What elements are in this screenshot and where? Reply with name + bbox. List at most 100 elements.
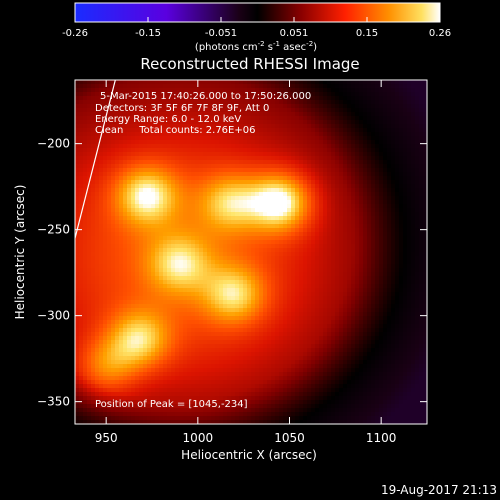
heatmap-cell <box>271 408 276 413</box>
heatmap-cell <box>223 268 228 273</box>
heatmap-cell <box>247 160 252 165</box>
heatmap-cell <box>247 248 252 253</box>
heatmap-cell <box>139 352 144 357</box>
heatmap-cell <box>175 336 180 341</box>
heatmap-cell <box>219 356 224 361</box>
heatmap-cell <box>227 112 232 117</box>
heatmap-cell <box>83 384 88 389</box>
heatmap-cell <box>203 268 208 273</box>
heatmap-cell <box>163 360 168 365</box>
heatmap-cell <box>147 192 152 197</box>
heatmap-cell <box>143 368 148 373</box>
heatmap-cell <box>87 300 92 305</box>
heatmap-cell <box>127 196 132 201</box>
heatmap-cell <box>283 344 288 349</box>
heatmap-cell <box>115 216 120 221</box>
heatmap-cell <box>287 304 292 309</box>
heatmap-cell <box>283 124 288 129</box>
heatmap-cell <box>299 124 304 129</box>
heatmap-cell <box>111 248 116 253</box>
heatmap-cell <box>247 412 252 417</box>
heatmap-cell <box>135 172 140 177</box>
heatmap-cell <box>111 196 116 201</box>
heatmap-cell <box>167 140 172 145</box>
heatmap-cell <box>267 248 272 253</box>
heatmap-cell <box>267 156 272 161</box>
heatmap-cell <box>151 296 156 301</box>
heatmap-cell <box>279 212 284 217</box>
heatmap-cell <box>123 168 128 173</box>
heatmap-cell <box>239 248 244 253</box>
heatmap-cell <box>303 228 308 233</box>
heatmap-cell <box>99 124 104 129</box>
heatmap-cell <box>255 284 260 289</box>
heatmap-cell <box>155 116 160 121</box>
heatmap-cell <box>215 188 220 193</box>
heatmap-cell <box>147 240 152 245</box>
heatmap-cell <box>95 192 100 197</box>
heatmap-cell <box>251 144 256 149</box>
heatmap-cell <box>191 340 196 345</box>
heatmap-cell <box>111 168 116 173</box>
heatmap-cell <box>103 292 108 297</box>
heatmap-cell <box>139 228 144 233</box>
heatmap-cell <box>111 416 116 421</box>
heatmap-cell <box>79 84 84 89</box>
heatmap-cell <box>203 288 208 293</box>
heatmap-cell <box>119 92 124 97</box>
heatmap-cell <box>191 80 196 85</box>
heatmap-cell <box>295 320 300 325</box>
heatmap-cell <box>219 196 224 201</box>
heatmap-cell <box>167 388 172 393</box>
heatmap-cell <box>255 292 260 297</box>
heatmap-cell <box>183 368 188 373</box>
heatmap-cell <box>263 136 268 141</box>
heatmap-cell <box>211 144 216 149</box>
heatmap-cell <box>103 196 108 201</box>
heatmap-cell <box>303 100 308 105</box>
heatmap-cell <box>79 268 84 273</box>
heatmap-cell <box>211 304 216 309</box>
heatmap-cell <box>239 88 244 93</box>
heatmap-cell <box>191 100 196 105</box>
heatmap-cell <box>179 328 184 333</box>
heatmap-cell <box>151 232 156 237</box>
heatmap-cell <box>155 308 160 313</box>
heatmap-cell <box>167 132 172 137</box>
heatmap-cell <box>83 140 88 145</box>
heatmap-cell <box>127 184 132 189</box>
heatmap-cell <box>103 180 108 185</box>
heatmap-cell <box>199 220 204 225</box>
heatmap-cell <box>267 164 272 169</box>
heatmap-cell <box>139 300 144 305</box>
heatmap-cell <box>243 104 248 109</box>
heatmap-cell <box>247 132 252 137</box>
heatmap-cell <box>143 420 148 424</box>
heatmap-cell <box>275 200 280 205</box>
heatmap-cell <box>139 304 144 309</box>
heatmap-cell <box>123 372 128 377</box>
heatmap-cell <box>79 164 84 169</box>
heatmap-cell <box>215 308 220 313</box>
heatmap-cell <box>187 228 192 233</box>
heatmap-cell <box>251 332 256 337</box>
heatmap-cell <box>131 156 136 161</box>
heatmap-cell <box>183 108 188 113</box>
heatmap-cell <box>215 316 220 321</box>
heatmap-cell <box>135 288 140 293</box>
heatmap-cell <box>195 312 200 317</box>
heatmap-cell <box>99 244 104 249</box>
heatmap-cell <box>179 332 184 337</box>
heatmap-cell <box>171 404 176 409</box>
heatmap-cell <box>243 384 248 389</box>
heatmap-cell <box>219 328 224 333</box>
heatmap-cell <box>267 316 272 321</box>
heatmap-cell <box>183 416 188 421</box>
heatmap-cell <box>263 208 268 213</box>
heatmap-cell <box>227 392 232 397</box>
heatmap-cell <box>295 248 300 253</box>
heatmap-cell <box>287 272 292 277</box>
heatmap-cell <box>259 136 264 141</box>
heatmap-cell <box>107 140 112 145</box>
heatmap-cell <box>287 144 292 149</box>
